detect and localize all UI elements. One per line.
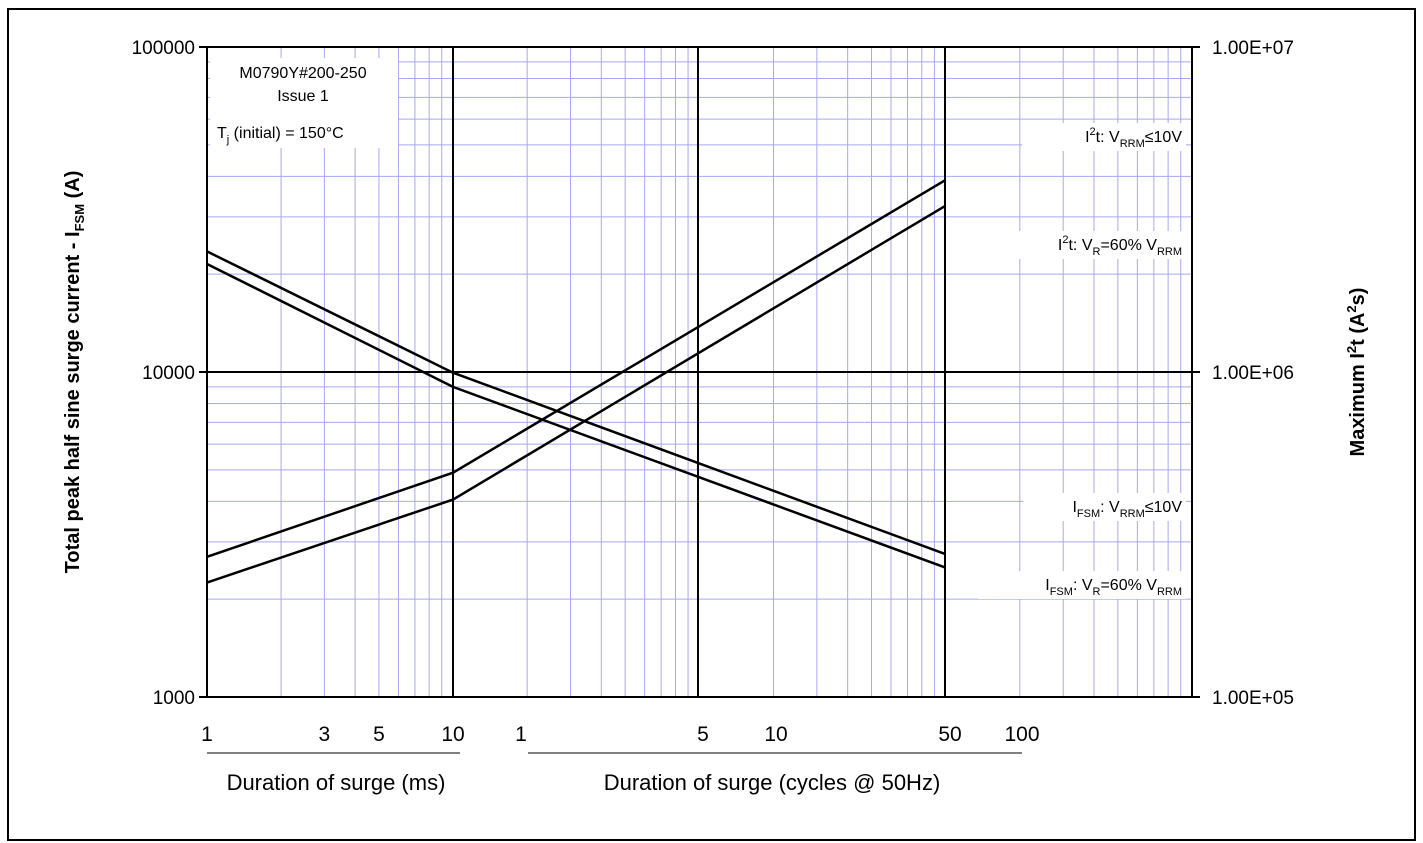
series-label-bg xyxy=(978,571,1186,599)
x-tick-label-ms: 1 xyxy=(201,723,213,746)
y2-tick-label: 1.00E+06 xyxy=(1212,363,1294,384)
series-label-bg xyxy=(984,231,1186,259)
annotation-line-1: M0790Y#200-250 xyxy=(239,65,366,82)
series-label-1: I2t: VRRM≤10V xyxy=(1085,126,1182,150)
x-tick-label-ms: 5 xyxy=(373,723,385,746)
y-tick-label: 10000 xyxy=(142,363,195,384)
series-label-bg xyxy=(1023,493,1186,521)
series-label-2: I2t: VR=60% VRRM xyxy=(1058,234,1182,258)
x-tick-label-cycles: 10 xyxy=(764,723,787,746)
annotation-tj: Tj (initial) = 150°C xyxy=(217,125,344,146)
series-label-4: IFSM: VR=60% VRRM xyxy=(1045,577,1182,598)
x-axis-label-ms: Duration of surge (ms) xyxy=(227,770,446,795)
chart-frame xyxy=(7,8,1416,841)
y2-tick-label: 1.00E+05 xyxy=(1212,688,1294,709)
x-tick-label-ms: 3 xyxy=(319,723,331,746)
y2-axis-label: Maximum I2t (A2s) xyxy=(1344,288,1369,457)
x-tick-label-ms: 10 xyxy=(441,723,464,746)
series-label-bg xyxy=(1022,123,1186,151)
x-axis-ticks: 1 3 5 10 1 5 10 50 100 xyxy=(201,723,1039,746)
x-tick-label-cycles: 5 xyxy=(697,723,709,746)
y-tick-label: 100000 xyxy=(132,38,195,59)
x-axis-label-cycles: Duration of surge (cycles @ 50Hz) xyxy=(604,770,941,795)
annotation-line-2: Issue 1 xyxy=(277,88,329,105)
annotation-box xyxy=(210,58,398,148)
series-lines xyxy=(206,178,947,584)
y-tick-label: 1000 xyxy=(153,688,195,709)
series-line-2 xyxy=(206,204,947,584)
series-line-4 xyxy=(206,262,947,569)
x-tick-label-cycles: 50 xyxy=(938,723,961,746)
series-line-3 xyxy=(206,250,947,556)
y-axis-label: Total peak half sine surge current - IFS… xyxy=(62,171,87,574)
x-tick-label-cycles: 100 xyxy=(1004,723,1039,746)
y2-axis-ticks: 1.00E+07 1.00E+06 1.00E+05 xyxy=(1192,38,1294,709)
y-axis-ticks: 100000 10000 1000 xyxy=(132,38,207,709)
series-label-3: IFSM: VRRM≤10V xyxy=(1072,499,1182,520)
y2-tick-label: 1.00E+07 xyxy=(1212,38,1294,59)
x-tick-label-cycles: 1 xyxy=(515,723,527,746)
series-line-1 xyxy=(206,178,947,558)
series-labels: I2t: VRRM≤10V I2t: VR=60% VRRM IFSM: VRRM≤… xyxy=(978,123,1186,599)
